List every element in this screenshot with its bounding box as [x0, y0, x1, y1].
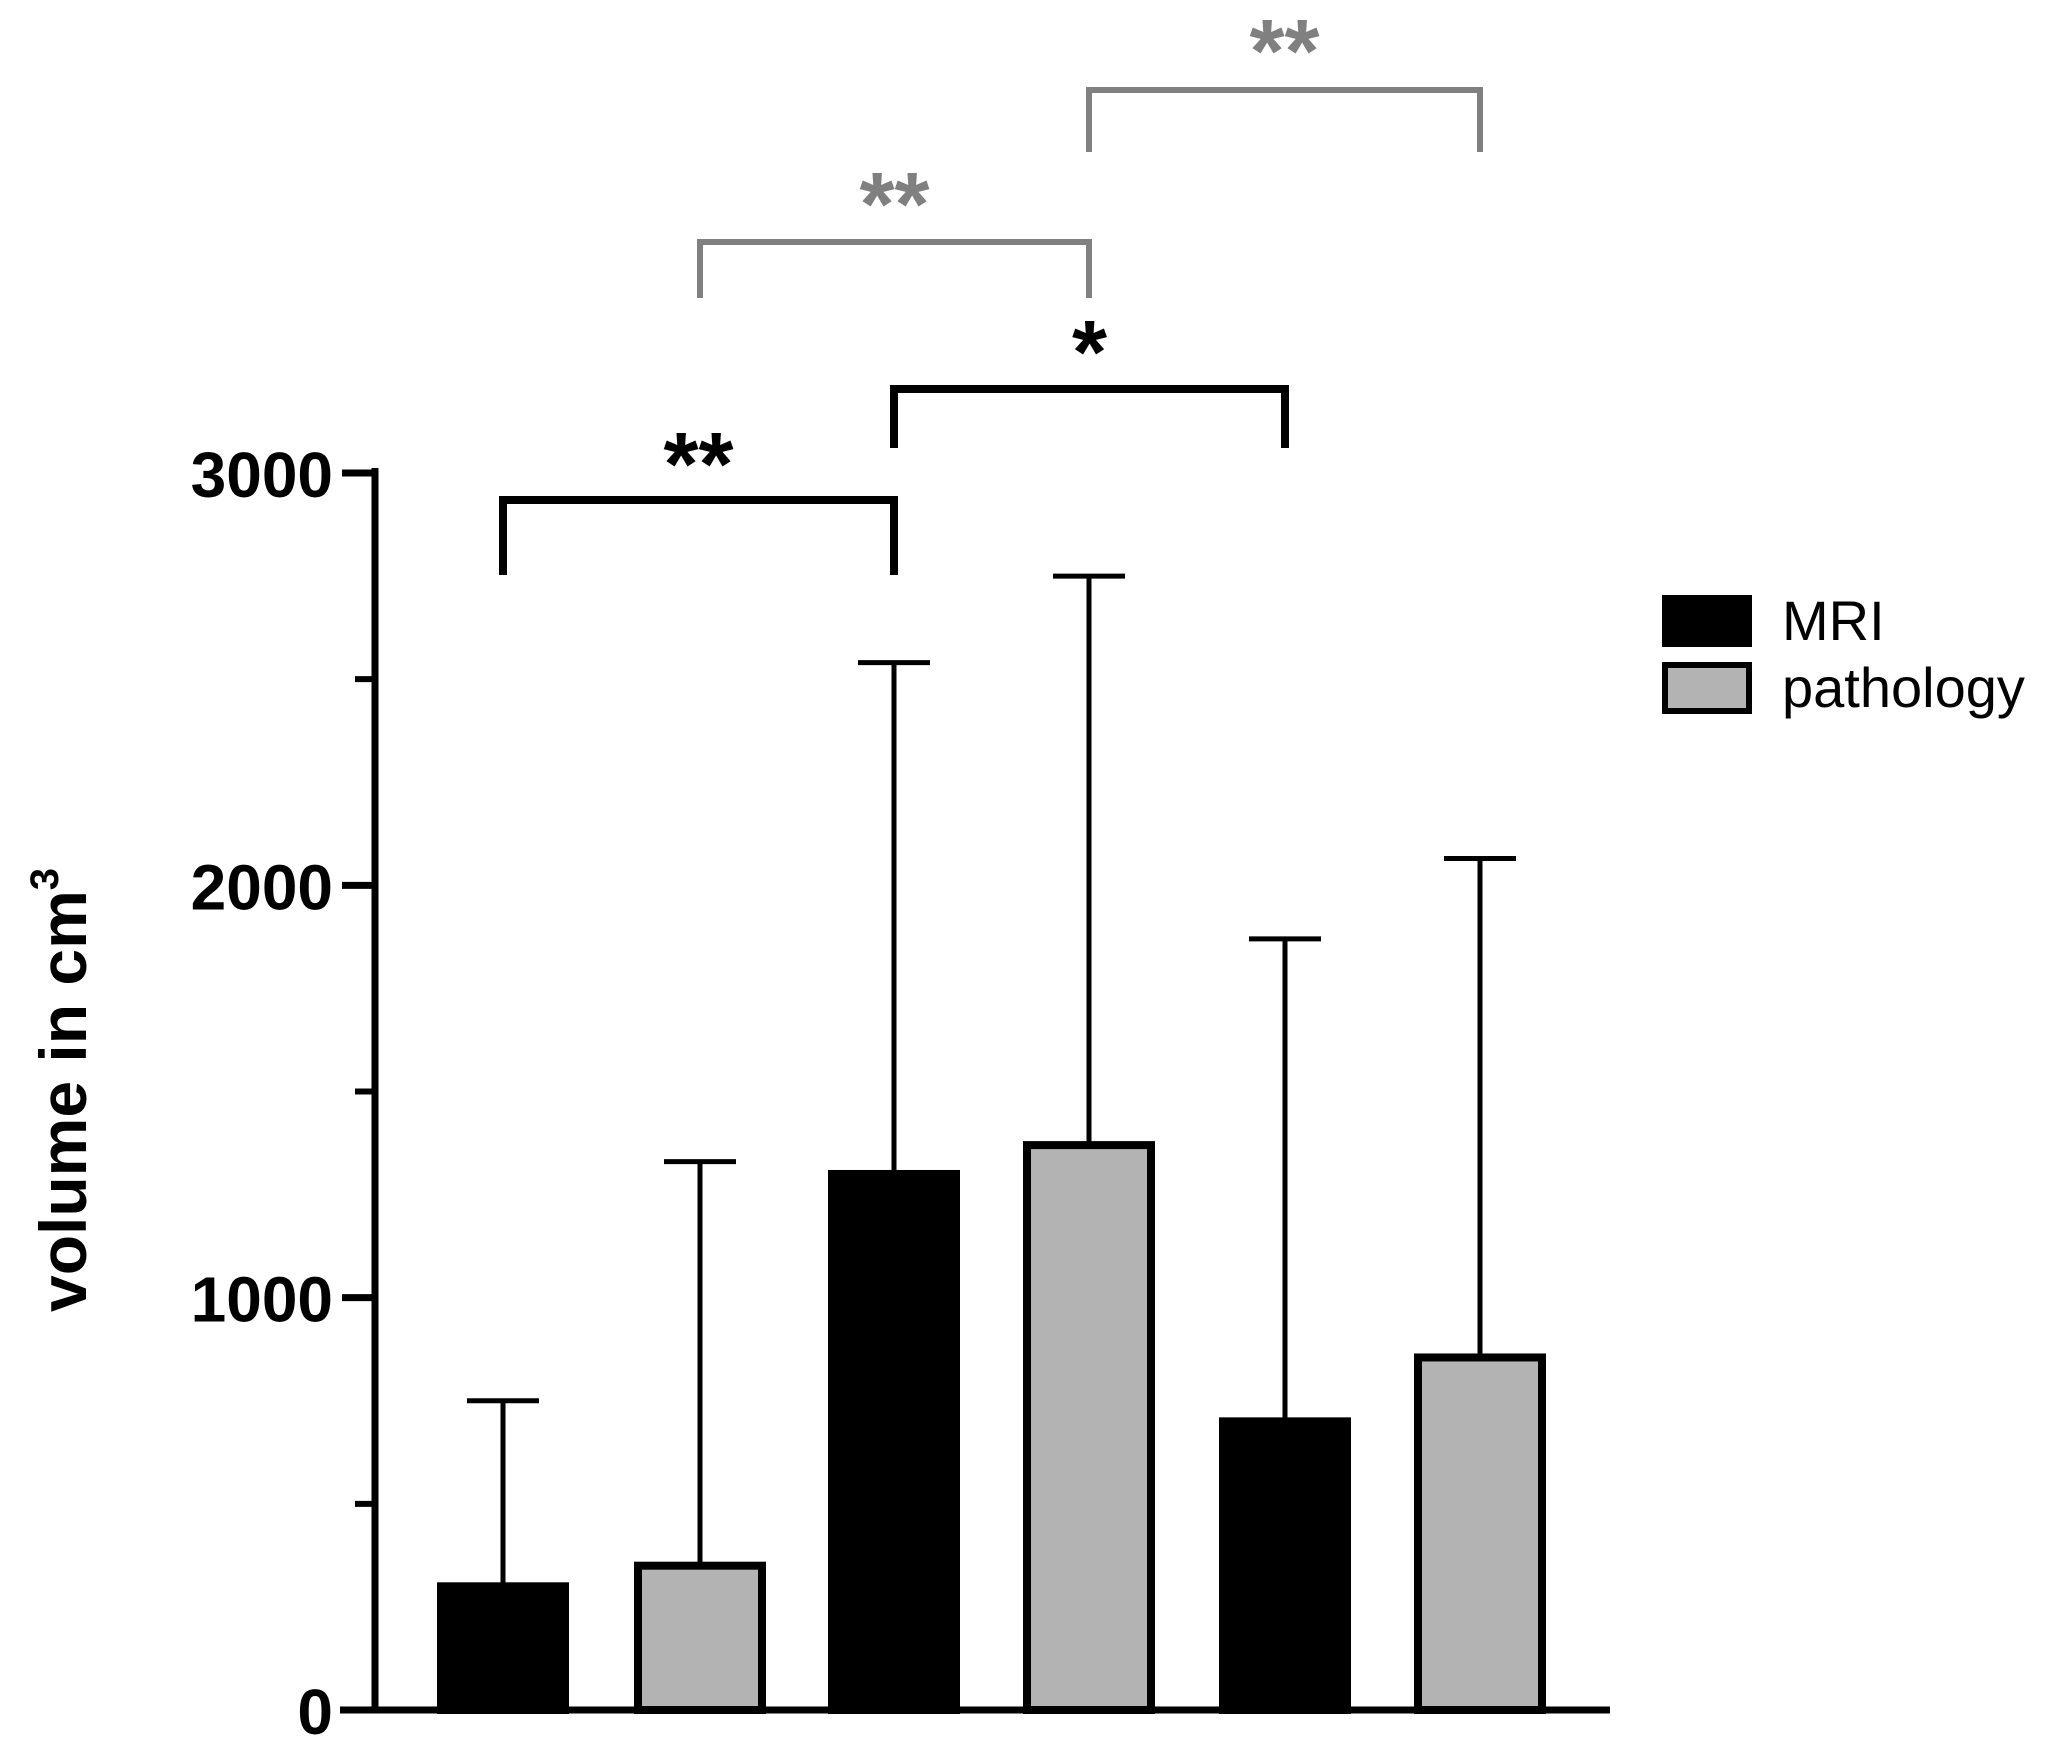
bar-pathology-1	[634, 1561, 766, 1715]
y-tick-label-3000: 3000	[191, 439, 333, 511]
bar-mri-0	[437, 1582, 569, 1715]
legend-label-pathology: pathology	[1782, 656, 2025, 719]
bar-pathology-5	[1414, 1353, 1546, 1714]
y-tick-label-2000: 2000	[191, 851, 333, 923]
bar-mri-2	[828, 1169, 960, 1714]
y-tick-label-1000: 1000	[191, 1264, 333, 1336]
significance-bracket-1	[890, 385, 1289, 448]
bar-pathology-3	[1023, 1141, 1155, 1715]
significance-bracket-3	[1086, 87, 1483, 152]
significance-label-2: **	[859, 155, 929, 255]
significance-bracket-0	[499, 496, 898, 575]
legend-swatch-pathology	[1662, 662, 1752, 714]
significance-label-0: **	[663, 415, 733, 515]
legend-label-mri: MRI	[1782, 589, 1885, 652]
significance-label-3: **	[1249, 2, 1319, 102]
y-axis-title: volume in cm3	[23, 868, 100, 1312]
y-tick-label-0: 0	[297, 1676, 333, 1748]
legend: MRI pathology	[1662, 589, 2025, 719]
bar-mri-4	[1219, 1417, 1351, 1715]
legend-swatch-mri	[1662, 595, 1752, 647]
significance-bracket-2	[697, 239, 1092, 298]
significance-label-1: *	[1072, 303, 1107, 403]
